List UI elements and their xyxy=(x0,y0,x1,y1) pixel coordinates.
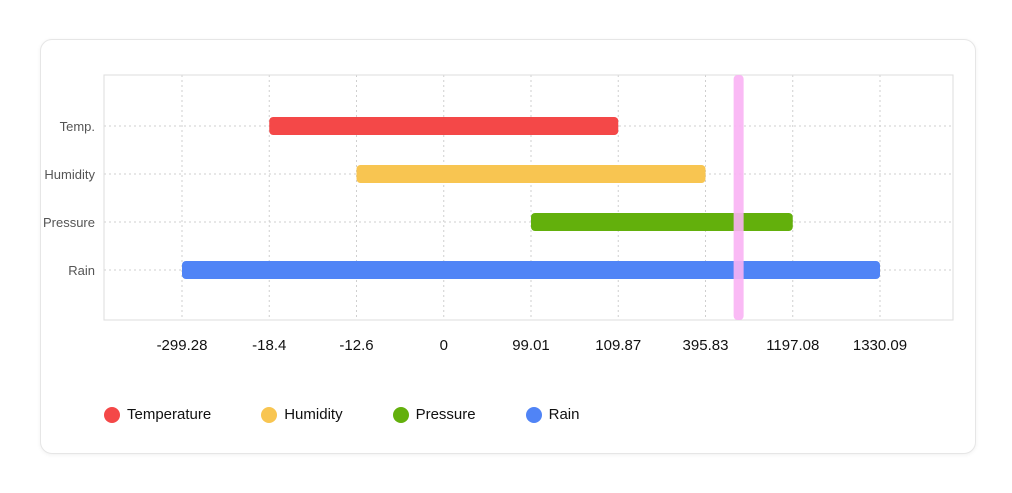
y-axis-labels: Temp. Humidity Pressure Rain xyxy=(43,119,96,278)
y-label: Temp. xyxy=(60,119,95,134)
legend-swatch xyxy=(392,406,409,423)
x-tick-label: 1330.09 xyxy=(853,337,907,354)
y-label: Pressure xyxy=(43,215,95,230)
legend-swatch xyxy=(104,406,120,423)
bar-temperature xyxy=(269,117,619,135)
x-tick-label: 99.01 xyxy=(512,337,550,354)
legend: Temperature Humidity Pressure Rain xyxy=(104,406,629,423)
chart-card xyxy=(40,39,976,454)
legend-item-temperature[interactable]: Temperature xyxy=(104,406,211,423)
bar-rain xyxy=(182,261,880,279)
legend-swatch xyxy=(261,406,278,423)
bar-humidity xyxy=(356,165,706,183)
legend-swatch xyxy=(525,406,542,423)
x-tick-label: -18.4 xyxy=(252,337,286,354)
x-tick-label: 0 xyxy=(440,337,448,354)
x-tick-label: 109.87 xyxy=(595,337,641,354)
grid xyxy=(104,75,953,320)
bars xyxy=(182,117,880,279)
reference-line xyxy=(733,75,744,320)
legend-label: Temperature xyxy=(127,406,212,423)
x-tick-label: -12.6 xyxy=(339,337,373,354)
legend-label: Pressure xyxy=(415,406,476,423)
plot-frame xyxy=(103,74,954,321)
legend-label: Rain xyxy=(548,406,580,423)
y-label: Rain xyxy=(68,263,95,278)
bar-pressure xyxy=(531,213,793,231)
legend-label: Humidity xyxy=(284,406,343,423)
legend-item-rain[interactable]: Rain xyxy=(525,406,580,423)
x-tick-label: -299.28 xyxy=(157,337,208,354)
legend-item-humidity[interactable]: Humidity xyxy=(261,406,343,423)
x-tick-label: 1197.08 xyxy=(766,337,819,354)
y-label: Humidity xyxy=(44,167,95,182)
x-tick-label: 395.83 xyxy=(683,337,729,354)
x-axis-labels: -299.28 -18.4 -12.6 0 99.01 109.87 395.83 1197.… xyxy=(157,337,908,354)
legend-item-pressure[interactable]: Pressure xyxy=(392,406,476,423)
